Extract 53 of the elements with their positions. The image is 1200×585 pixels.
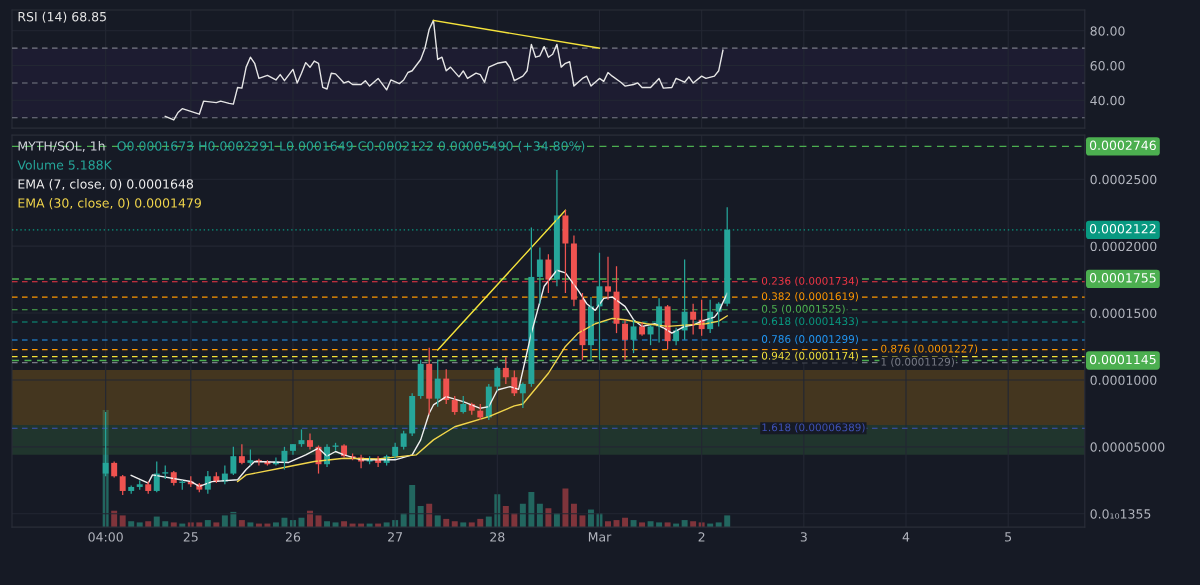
x-tick-label: 2 [698,532,705,542]
ref-line-label: 0.0002122 [1089,224,1156,234]
text: EMA (7, close, 0) 0.0001648 [18,179,194,191]
ref-line-label: 0.0001145 [1089,354,1156,365]
y-tick-label: 40.00 [1090,95,1125,106]
annotation: 0.236 (0.0001734) [761,276,858,286]
bar [545,508,552,528]
bar [724,515,731,528]
x-tick-label: 3 [800,532,807,542]
text: Volume 5.188K [17,160,113,170]
y-tick-label: 60.00 [1090,61,1125,71]
chart-subtitle: O0.0001673 H0.0002291 L0.0001649 C0.0002122 0.00005490 (+34.80%) [117,141,585,153]
bar [434,515,441,528]
chart-title: MYTH/SOL, 1h [18,141,105,152]
y-tick-label: 80.00 [1090,26,1125,36]
bar [417,506,424,528]
x-tick-label: 5 [1005,532,1012,542]
y-tick-label: 0.0₁₀1355 [1090,509,1151,519]
x-tick-label: 27 [388,532,403,542]
annotation: 0.942 (0.0001174) [761,351,858,361]
annotation: 0.5 (0.0001525) [761,304,845,314]
y-tick-label: 0.00005000 [1090,442,1165,452]
annotation: 0.786 (0.0001299) [761,334,858,345]
bar [570,503,577,528]
bar [528,491,535,528]
ref-line-label: 0.0002746 [1089,140,1156,150]
y-tick-label: 0.0002000 [1090,241,1157,252]
y-tick-label: 0.0001000 [1090,375,1157,385]
annotation: 0.876 (0.0001227) [881,344,978,354]
bar [502,506,509,528]
x-tick-label: 4 [902,532,910,542]
bar [221,515,228,528]
bar [409,484,416,528]
annotation: 1.618 (0.00006389) [762,423,865,433]
x-tick-label: 26 [285,532,301,542]
x-tick-label: 28 [490,532,505,542]
bar [536,503,543,528]
ref-line-label: 0.0001755 [1089,273,1156,283]
annotation: 0.618 (0.0001433) [761,316,858,327]
x-tick-label: 25 [183,532,198,542]
bar [119,515,126,528]
bar [426,503,433,528]
y-tick-label: 0.0001500 [1090,308,1157,318]
text: EMA (30, close, 0) 0.0001479 [18,198,201,210]
text: RSI (14) 68.85 [18,11,106,23]
bar [579,515,586,528]
annotation: 0.382 (0.0001619) [761,292,858,302]
bar [519,503,526,528]
x-tick-label: Mar [588,532,612,542]
annotation: 1 (0.0001129) [881,357,954,367]
x-tick-label: 04:00 [88,532,123,542]
y-tick-label: 0.0002500 [1090,174,1157,185]
bar [562,488,569,528]
